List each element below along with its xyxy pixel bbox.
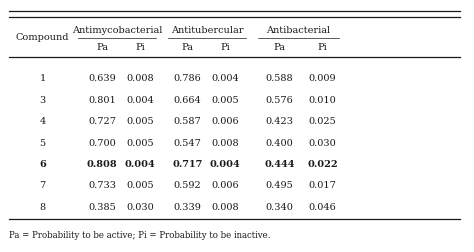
Text: 0.664: 0.664 xyxy=(173,96,201,105)
Text: 0.046: 0.046 xyxy=(309,203,336,212)
Text: 0.008: 0.008 xyxy=(211,139,239,147)
Text: Compound: Compound xyxy=(16,33,69,42)
Text: 0.004: 0.004 xyxy=(211,74,239,83)
Text: Antitubercular: Antitubercular xyxy=(171,26,244,35)
Text: 0.008: 0.008 xyxy=(211,203,239,212)
Text: 0.030: 0.030 xyxy=(309,139,336,147)
Text: 0.547: 0.547 xyxy=(173,139,201,147)
Text: 0.339: 0.339 xyxy=(173,203,201,212)
Text: 0.005: 0.005 xyxy=(126,181,154,190)
Text: 0.005: 0.005 xyxy=(211,96,239,105)
Text: 0.733: 0.733 xyxy=(88,181,116,190)
Text: Pa: Pa xyxy=(181,43,193,52)
Text: 0.786: 0.786 xyxy=(173,74,201,83)
Text: 0.700: 0.700 xyxy=(88,139,116,147)
Text: Pa = Probability to be active; Pi = Probability to be inactive.: Pa = Probability to be active; Pi = Prob… xyxy=(9,231,271,240)
Text: 5: 5 xyxy=(40,139,46,147)
Text: 7: 7 xyxy=(39,181,46,190)
Text: 0.005: 0.005 xyxy=(126,139,154,147)
Text: 0.587: 0.587 xyxy=(173,117,201,126)
Text: 0.004: 0.004 xyxy=(126,96,154,105)
Text: 0.030: 0.030 xyxy=(126,203,154,212)
Text: 0.727: 0.727 xyxy=(88,117,116,126)
Text: 0.588: 0.588 xyxy=(266,74,293,83)
Text: Pa: Pa xyxy=(273,43,286,52)
Text: 0.025: 0.025 xyxy=(309,117,336,126)
Text: 0.022: 0.022 xyxy=(307,160,337,169)
Text: Pi: Pi xyxy=(318,43,327,52)
Text: 0.017: 0.017 xyxy=(309,181,336,190)
Text: 0.576: 0.576 xyxy=(266,96,293,105)
Text: 0.717: 0.717 xyxy=(172,160,202,169)
Text: 0.006: 0.006 xyxy=(211,181,239,190)
Text: 1: 1 xyxy=(39,74,46,83)
Text: 4: 4 xyxy=(39,117,46,126)
Text: Pa: Pa xyxy=(96,43,108,52)
Text: 0.004: 0.004 xyxy=(125,160,155,169)
Text: 0.004: 0.004 xyxy=(210,160,240,169)
Text: 3: 3 xyxy=(39,96,46,105)
Text: 0.385: 0.385 xyxy=(88,203,116,212)
Text: Pi: Pi xyxy=(135,43,145,52)
Text: 0.423: 0.423 xyxy=(265,117,294,126)
Text: 0.444: 0.444 xyxy=(264,160,295,169)
Text: 0.005: 0.005 xyxy=(126,117,154,126)
Text: Antimycobacterial: Antimycobacterial xyxy=(72,26,163,35)
Text: 6: 6 xyxy=(39,160,46,169)
Text: 0.010: 0.010 xyxy=(309,96,336,105)
Text: 0.801: 0.801 xyxy=(88,96,116,105)
Text: 0.340: 0.340 xyxy=(266,203,293,212)
Text: 0.639: 0.639 xyxy=(88,74,116,83)
Text: 0.495: 0.495 xyxy=(266,181,293,190)
Text: 0.008: 0.008 xyxy=(126,74,154,83)
Text: 0.400: 0.400 xyxy=(266,139,293,147)
Text: Pi: Pi xyxy=(220,43,230,52)
Text: Antibacterial: Antibacterial xyxy=(266,26,331,35)
Text: 0.808: 0.808 xyxy=(87,160,117,169)
Text: 0.006: 0.006 xyxy=(211,117,239,126)
Text: 0.009: 0.009 xyxy=(309,74,336,83)
Text: 0.592: 0.592 xyxy=(173,181,201,190)
Text: 8: 8 xyxy=(40,203,46,212)
